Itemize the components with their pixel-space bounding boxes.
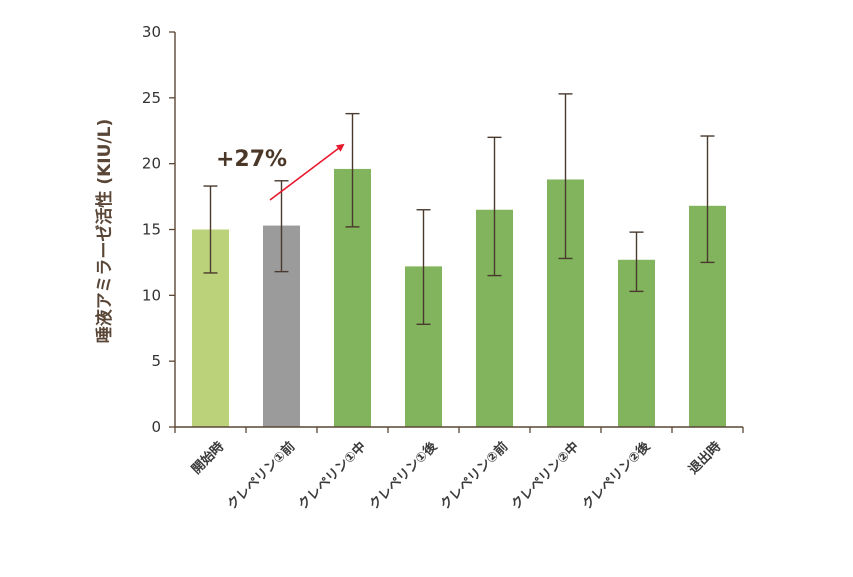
y-tick-label: 30	[142, 23, 161, 41]
y-tick-label: 10	[142, 286, 161, 304]
error-bar	[203, 185, 218, 274]
y-tick-label: 25	[142, 89, 161, 107]
increase-arrow	[269, 143, 345, 201]
error-bar	[416, 209, 431, 325]
error-bar	[558, 93, 573, 260]
error-bar	[487, 136, 502, 277]
y-axis-title: 唾液アミラーゼ活性 (KIU/L)	[94, 119, 115, 343]
x-category-label: クレペリン②前	[437, 439, 511, 513]
y-tick-label: 20	[142, 155, 161, 173]
error-bar	[700, 135, 715, 264]
increase-annotation: +27%	[216, 147, 287, 172]
x-category-label: クレペリン②後	[579, 438, 654, 513]
y-tick-label: 0	[151, 418, 161, 436]
x-category-label: 退出時	[685, 439, 724, 478]
x-category-label: クレペリン①前	[224, 439, 298, 513]
error-bar	[629, 231, 644, 293]
y-tick-label: 15	[142, 221, 161, 239]
x-category-label: クレペリン①中	[295, 439, 369, 513]
x-category-label: 開始時	[188, 439, 227, 478]
error-bar	[345, 112, 360, 228]
y-tick-label: 5	[151, 352, 161, 370]
x-category-label: クレペリン②中	[508, 439, 582, 513]
x-category-label: クレペリン①後	[366, 438, 441, 513]
error-bar	[274, 180, 289, 273]
